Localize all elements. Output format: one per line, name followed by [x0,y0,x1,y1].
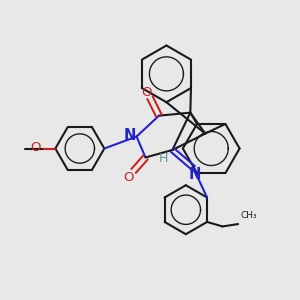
Text: O: O [141,86,152,99]
Text: O: O [123,171,134,184]
Text: O: O [30,141,40,154]
Text: N: N [189,167,201,182]
Text: N: N [124,128,136,142]
Text: CH₃: CH₃ [241,212,257,220]
Text: H: H [159,152,168,165]
